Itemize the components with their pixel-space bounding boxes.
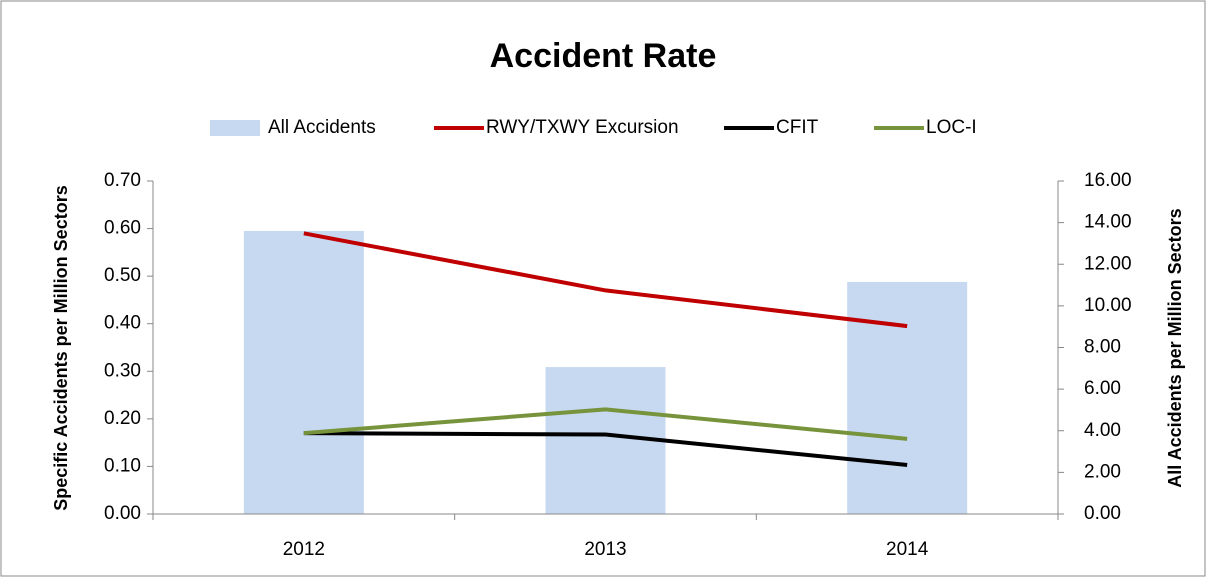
legend-label: All Accidents bbox=[268, 117, 376, 138]
y-tick-label: 0.70 bbox=[104, 170, 141, 191]
bar bbox=[847, 281, 968, 514]
legend-label: RWY/TXWY Excursion bbox=[486, 117, 679, 138]
y-axis-title: Specific Accidents per Million Sectors bbox=[51, 185, 71, 510]
line-series bbox=[303, 231, 908, 329]
x-tick-label: 2014 bbox=[886, 539, 929, 560]
legend-swatch bbox=[210, 120, 260, 136]
line-series bbox=[303, 431, 908, 467]
x-tick-label: 2013 bbox=[584, 539, 626, 560]
legend-label: CFIT bbox=[776, 117, 819, 138]
y-tick-label: 0.60 bbox=[104, 218, 141, 239]
chart-title: Accident Rate bbox=[490, 37, 717, 75]
y2-tick-label: 6.00 bbox=[1084, 378, 1121, 399]
y2-tick-label: 12.00 bbox=[1084, 253, 1132, 274]
x-tick-label: 2012 bbox=[283, 539, 325, 560]
y-tick-label: 0.30 bbox=[104, 360, 141, 381]
y-tick-label: 0.50 bbox=[104, 265, 141, 286]
y2-tick-label: 4.00 bbox=[1084, 420, 1121, 441]
legend-label: LOC-I bbox=[926, 117, 977, 138]
y2-tick-label: 8.00 bbox=[1084, 337, 1121, 358]
y2-tick-label: 14.00 bbox=[1084, 212, 1132, 233]
bar bbox=[243, 230, 364, 514]
line-series bbox=[303, 407, 908, 441]
y2-tick-label: 16.00 bbox=[1084, 170, 1132, 191]
y-tick-label: 0.00 bbox=[104, 503, 141, 524]
y2-tick-label: 0.00 bbox=[1084, 503, 1121, 524]
y2-axis-title: All Accidents per Million Sectors bbox=[1165, 208, 1185, 487]
y-tick-label: 0.40 bbox=[104, 313, 141, 334]
y2-tick-label: 2.00 bbox=[1084, 461, 1121, 482]
y-tick-label: 0.20 bbox=[104, 408, 141, 429]
y2-tick-label: 10.00 bbox=[1084, 295, 1132, 316]
y-tick-label: 0.10 bbox=[104, 455, 141, 476]
